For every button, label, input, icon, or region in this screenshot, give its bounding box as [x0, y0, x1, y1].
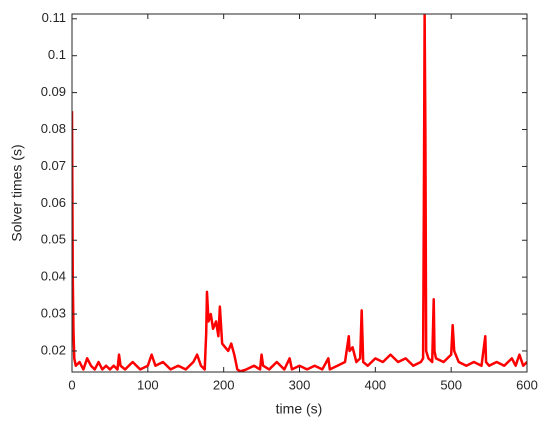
- y-tick-label: 0.02: [41, 342, 66, 357]
- x-tick-label: 300: [289, 377, 311, 392]
- x-tick-label: 400: [364, 377, 386, 392]
- y-tick-label: 0.11: [42, 10, 66, 25]
- y-tick-label: 0.1: [48, 47, 66, 62]
- y-tick-label: 0.06: [41, 195, 66, 210]
- y-axis-label: Solver times (s): [9, 144, 25, 241]
- x-tick-label: 200: [213, 377, 235, 392]
- x-tick-label: 100: [137, 377, 159, 392]
- y-tick-label: 0.05: [41, 232, 66, 247]
- x-tick-label: 0: [68, 377, 75, 392]
- x-tick-label: 500: [440, 377, 462, 392]
- y-tick-label: 0.03: [41, 305, 66, 320]
- x-axis-label: time (s): [276, 401, 323, 417]
- y-tick-label: 0.04: [41, 269, 66, 284]
- y-tick-label: 0.07: [41, 158, 66, 173]
- y-tick-label: 0.09: [41, 84, 66, 99]
- y-tick-label: 0.08: [41, 121, 66, 136]
- x-tick-label: 600: [516, 377, 538, 392]
- data-line: [72, 14, 527, 372]
